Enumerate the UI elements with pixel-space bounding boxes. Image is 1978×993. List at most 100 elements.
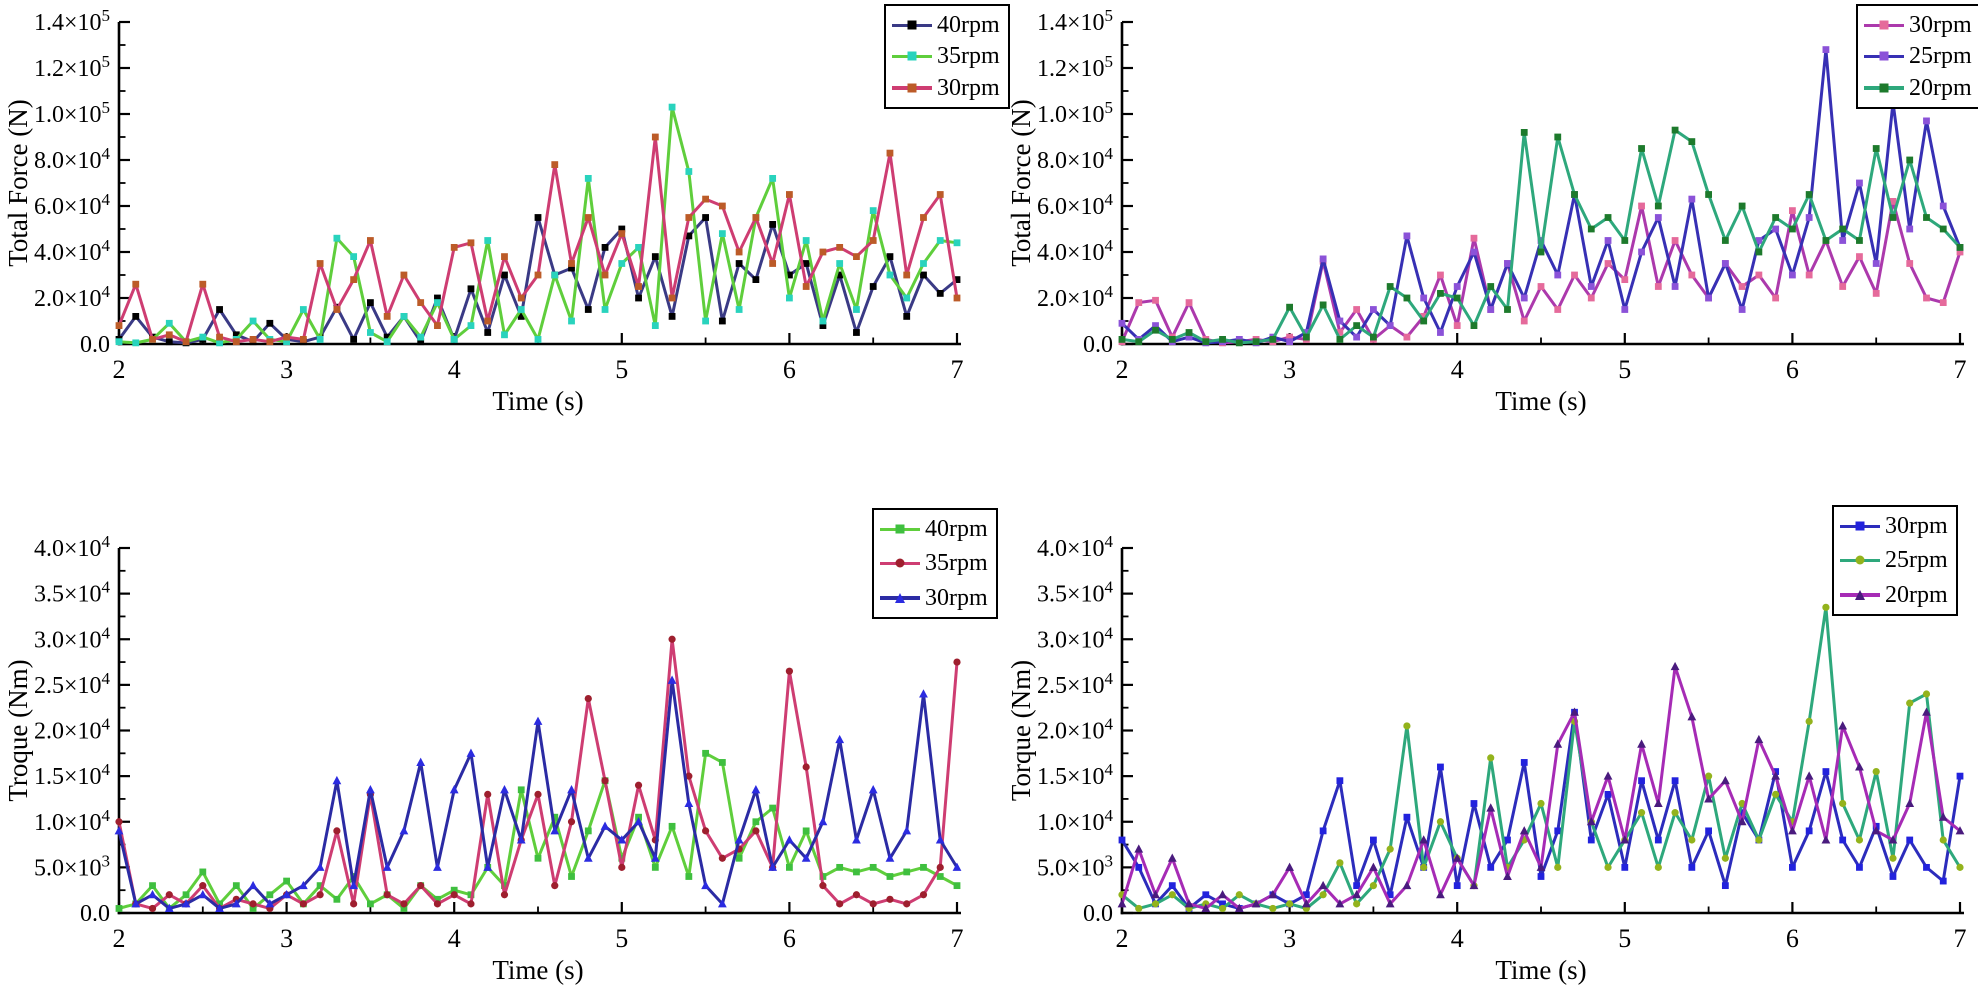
data-point-marker xyxy=(568,317,575,325)
data-point-marker xyxy=(467,322,475,329)
data-point-marker xyxy=(1235,336,1243,343)
legend-entry: 25rpm xyxy=(1840,546,1948,574)
data-point-marker xyxy=(434,299,441,306)
data-point-marker xyxy=(1504,306,1511,313)
data-point-marker xyxy=(350,276,358,283)
data-point-marker xyxy=(1839,836,1847,844)
data-point-marker xyxy=(1705,191,1712,198)
data-point-marker xyxy=(1419,835,1429,844)
data-point-marker xyxy=(1789,225,1796,233)
data-point-marker xyxy=(1251,899,1261,908)
data-point-marker xyxy=(786,294,793,302)
data-point-marker xyxy=(1856,863,1863,871)
data-point-marker xyxy=(383,333,391,341)
x-axis-title: Time (s) xyxy=(1495,386,1586,416)
chart-canvas: 0.0 2.0×104 4.0×104 6.0×104 8.0×104 1.0×105 1.… xyxy=(1006,6,1967,416)
data-point-marker xyxy=(1335,899,1345,908)
y-tick-label: 0.0 xyxy=(1083,901,1113,927)
data-point-marker xyxy=(953,239,961,247)
legend-marker-icon xyxy=(895,592,905,603)
legend-line-sample xyxy=(1864,49,1904,63)
data-point-marker xyxy=(1720,775,1730,785)
data-point-marker xyxy=(1604,214,1612,221)
data-point-marker xyxy=(165,338,173,346)
data-point-marker xyxy=(1821,835,1831,844)
data-point-marker xyxy=(1604,790,1612,798)
data-point-marker xyxy=(132,339,140,347)
legend-marker-icon xyxy=(907,83,917,93)
data-point-marker xyxy=(1688,863,1696,871)
legend-entry: 40rpm xyxy=(892,11,1000,39)
data-point-marker xyxy=(685,168,693,175)
data-point-marker xyxy=(417,299,425,306)
data-point-marker xyxy=(1519,826,1529,835)
data-point-marker xyxy=(1586,816,1596,826)
legend-label: 25rpm xyxy=(1909,43,1972,70)
data-point-marker xyxy=(551,161,559,168)
data-point-marker xyxy=(584,827,592,835)
x-tick-label: 2 xyxy=(1116,355,1129,384)
data-point-marker xyxy=(651,322,659,329)
data-point-marker xyxy=(182,891,190,899)
data-point-marker xyxy=(600,821,610,830)
data-point-marker xyxy=(1620,835,1630,844)
data-point-marker xyxy=(1286,338,1293,346)
series-markers-20rpm xyxy=(1118,126,1964,347)
data-point-marker xyxy=(517,306,525,313)
data-point-marker xyxy=(769,260,777,267)
data-point-marker xyxy=(516,835,526,844)
data-point-marker xyxy=(149,336,156,343)
data-point-marker xyxy=(852,835,861,844)
y-tick-label: 1.0×105 xyxy=(34,98,110,128)
data-point-marker xyxy=(1537,799,1545,808)
data-point-marker xyxy=(1688,195,1696,203)
y-tick-label: 2.0×104 xyxy=(1037,282,1114,312)
data-point-marker xyxy=(1872,290,1880,297)
x-tick-label: 6 xyxy=(783,355,796,384)
data-point-marker xyxy=(768,862,778,871)
x-tick-label: 6 xyxy=(1786,924,1799,953)
data-point-marker xyxy=(551,271,559,279)
data-point-marker xyxy=(199,280,207,288)
data-point-marker xyxy=(1386,845,1394,853)
panel-top-left-total-force: 0.0 2.0×104 4.0×104 6.0×104 8.0×104 1.0×105 1.… xyxy=(0,0,1010,496)
legend-entry: 30rpm xyxy=(1864,11,1972,39)
data-point-marker xyxy=(1536,862,1546,871)
data-point-marker xyxy=(450,336,458,343)
data-point-marker xyxy=(1587,836,1595,844)
data-point-marker xyxy=(298,880,308,890)
legend-marker-icon xyxy=(895,558,905,568)
data-point-marker xyxy=(584,175,592,182)
data-point-marker xyxy=(400,271,408,279)
data-point-marker xyxy=(1234,903,1244,912)
data-point-marker xyxy=(1637,739,1646,748)
legend-label: 25rpm xyxy=(1885,547,1948,574)
data-point-marker xyxy=(1923,863,1930,871)
x-tick-label: 7 xyxy=(1954,924,1967,953)
data-point-marker xyxy=(1755,237,1763,244)
data-point-marker xyxy=(1839,225,1847,233)
data-point-marker xyxy=(434,294,441,302)
data-point-marker xyxy=(1839,799,1847,808)
data-point-marker xyxy=(232,331,240,339)
data-point-marker xyxy=(869,207,877,214)
data-point-marker xyxy=(751,785,761,794)
y-tick-label: 2.5×104 xyxy=(1037,669,1114,699)
data-point-marker xyxy=(1319,827,1327,835)
data-point-marker xyxy=(1638,777,1645,785)
data-point-marker xyxy=(836,271,844,279)
data-point-marker xyxy=(1956,863,1964,871)
data-point-marker xyxy=(534,336,542,343)
data-point-marker xyxy=(734,835,744,844)
data-point-marker xyxy=(400,905,408,912)
data-point-marker xyxy=(1856,237,1863,244)
data-point-marker xyxy=(434,895,441,903)
data-point-marker xyxy=(1738,809,1746,817)
data-point-marker xyxy=(1420,294,1428,302)
data-point-marker xyxy=(534,214,542,221)
data-point-marker xyxy=(1185,299,1193,306)
data-point-marker xyxy=(1939,225,1947,233)
y-tick-label: 6.0×104 xyxy=(1037,190,1114,220)
data-point-marker xyxy=(1721,882,1729,890)
data-point-marker xyxy=(148,904,157,913)
